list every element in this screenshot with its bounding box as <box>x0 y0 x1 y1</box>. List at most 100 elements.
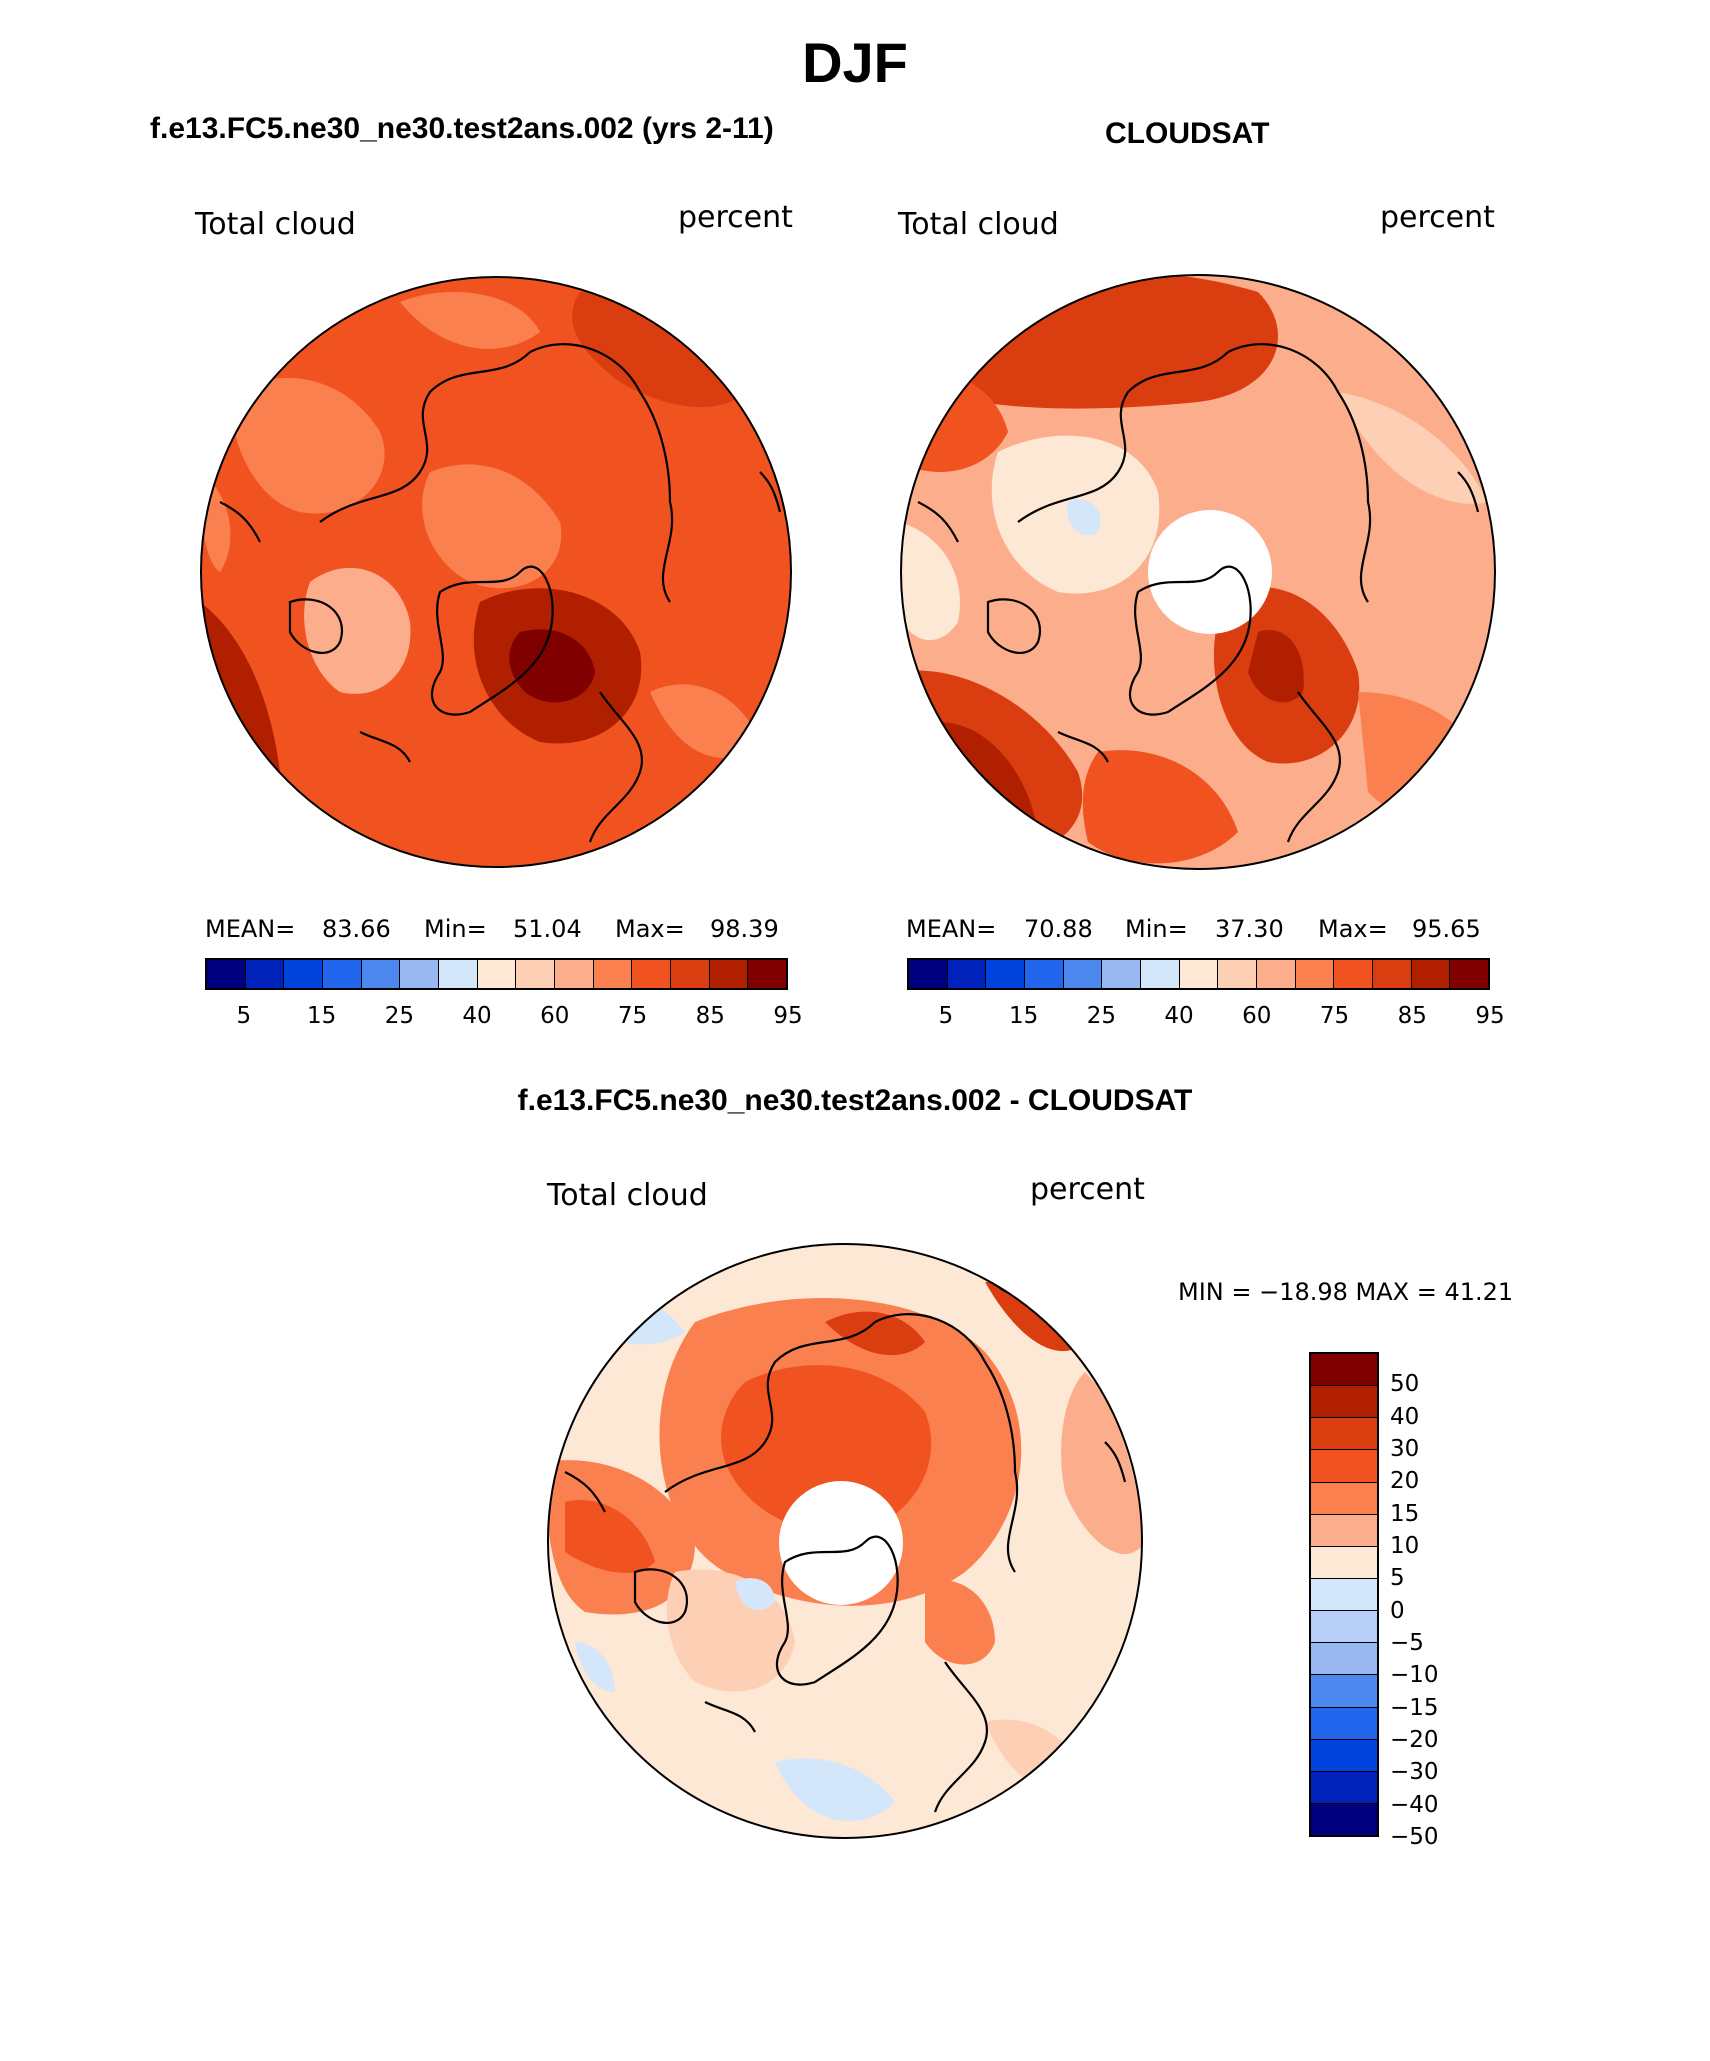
panel-model-colorbar-tick-label: 15 <box>306 1003 337 1029</box>
diff-panel-min-max: MIN = −18.98 MAX = 41.21 <box>1178 1278 1514 1306</box>
diff-panel-title: f.e13.FC5.ne30_ne30.test2ans.002 - CLOUD… <box>517 1084 1193 1117</box>
panel-model-colorbar-cell <box>477 960 517 988</box>
panel-model-colorbar-cell <box>439 960 478 988</box>
diff-panel-colorbar-cell <box>1311 1546 1377 1579</box>
panel-obs-colorbar-cell <box>1102 960 1142 988</box>
panel-obs-colorbar-cell <box>986 960 1026 988</box>
diff-panel-colorbar-tick-label: −10 <box>1390 1662 1439 1689</box>
panel-model-max-label: Max= <box>615 915 685 943</box>
diff-panel-colorbar-cell <box>1311 1611 1377 1644</box>
panel-model-colorbar-cell <box>516 960 556 988</box>
diff-panel-colorbar-cell <box>1311 1482 1377 1515</box>
panel-obs-units-label: percent <box>1380 200 1495 235</box>
panel-model-variable-label: Total cloud <box>195 207 356 242</box>
panel-model-colorbar-cell <box>593 960 633 988</box>
panel-obs-colorbar-cell <box>1025 960 1064 988</box>
diff-panel-colorbar-cell <box>1311 1354 1377 1387</box>
diff-panel-colorbar-cell <box>1311 1707 1377 1740</box>
panel-model-min-label: Min= <box>424 915 487 943</box>
diff-panel-colorbar-tick-label: 20 <box>1390 1468 1420 1495</box>
panel-model-mean-value: 83.66 <box>322 915 391 943</box>
panel-obs-colorbar-tick-label: 75 <box>1319 1003 1350 1029</box>
diff-panel-colorbar-tick-label: −50 <box>1390 1824 1439 1850</box>
panel-obs-polar-map <box>900 274 1496 870</box>
panel-model-units-label: percent <box>678 200 793 235</box>
panel-obs-colorbar-cell <box>909 960 948 988</box>
panel-obs-colorbar <box>907 958 1490 990</box>
diff-panel-colorbar-tick-label: 40 <box>1390 1403 1420 1430</box>
diff-panel-colorbar-cell <box>1311 1739 1377 1772</box>
panel-model-colorbar-cell <box>207 960 246 988</box>
panel-model-colorbar-cell <box>748 960 787 988</box>
panel-model-colorbar-tick-label: 60 <box>540 1003 570 1029</box>
panel-obs-colorbar-tick-label: 5 <box>938 1003 954 1029</box>
panel-model-colorbar-cell <box>555 960 594 988</box>
panel-obs-colorbar-cell <box>1141 960 1180 988</box>
diff-panel-variable-label: Total cloud <box>547 1178 708 1213</box>
diff-panel-colorbar-tick-label: 10 <box>1390 1533 1420 1559</box>
panel-obs-max-label: Max= <box>1318 915 1388 943</box>
panel-obs-colorbar-cell <box>1295 960 1335 988</box>
panel-obs-mean-value: 70.88 <box>1024 915 1093 943</box>
panel-obs-colorbar-cell <box>1450 960 1489 988</box>
diff-panel-colorbar-tick-label: −5 <box>1390 1630 1424 1656</box>
diff-panel-colorbar-cell <box>1311 1771 1377 1804</box>
panel-model-colorbar-tick-label: 40 <box>462 1003 492 1029</box>
diff-panel-colorbar-cell <box>1311 1418 1377 1451</box>
panel-model-colorbar-tick-label: 25 <box>384 1003 414 1029</box>
diff-panel-polar-map <box>547 1243 1143 1839</box>
panel-model-colorbar-cell <box>709 960 749 988</box>
diff-panel-colorbar-tick-label: 30 <box>1390 1436 1420 1462</box>
panel-model-min-value: 51.04 <box>513 915 582 943</box>
diff-panel-colorbar-tick-label: −20 <box>1390 1727 1439 1753</box>
panel-obs-title: CLOUDSAT <box>1105 117 1270 150</box>
panel-obs-colorbar-cell <box>1063 960 1103 988</box>
diff-panel-colorbar-cell <box>1311 1578 1377 1612</box>
panel-obs-colorbar-cell <box>1218 960 1258 988</box>
main-title: DJF <box>802 31 908 94</box>
diff-panel-colorbar-tick-label: −15 <box>1390 1694 1439 1721</box>
panel-obs-colorbar-tick-label: 15 <box>1008 1003 1039 1029</box>
diff-panel-colorbar-tick-label: 50 <box>1390 1371 1420 1398</box>
panel-model-max-value: 98.39 <box>710 915 779 943</box>
diff-panel-units-label: percent <box>1030 1172 1145 1207</box>
panel-model-colorbar-cell <box>284 960 324 988</box>
diff-panel-colorbar-cell <box>1311 1675 1377 1708</box>
panel-obs-colorbar-cell <box>1257 960 1296 988</box>
panel-obs-variable-label: Total cloud <box>898 207 1059 242</box>
diff-panel-colorbar-tick-label: 15 <box>1390 1500 1420 1527</box>
diff-panel-colorbar-cell <box>1311 1643 1377 1676</box>
panel-obs-colorbar-cell <box>1373 960 1412 988</box>
panel-obs-max-value: 95.65 <box>1412 915 1481 943</box>
panel-model-colorbar-cell <box>671 960 710 988</box>
panel-obs-min-value: 37.30 <box>1215 915 1284 943</box>
panel-obs-colorbar-cell <box>947 960 987 988</box>
panel-model-title: f.e13.FC5.ne30_ne30.test2ans.002 (yrs 2-… <box>150 112 774 145</box>
panel-model-colorbar-cell <box>632 960 672 988</box>
panel-model-colorbar-cell <box>400 960 440 988</box>
panel-model-colorbar-tick-label: 95 <box>773 1003 803 1029</box>
panel-model-colorbar <box>205 958 788 990</box>
panel-obs-mean-label: MEAN= <box>906 915 997 943</box>
panel-model-colorbar-tick-label: 85 <box>695 1003 725 1029</box>
diff-panel-colorbar-cell <box>1311 1386 1377 1419</box>
diff-panel-colorbar-tick-label: 5 <box>1390 1565 1405 1592</box>
panel-obs-colorbar-cell <box>1411 960 1451 988</box>
diff-panel-colorbar-tick-label: −40 <box>1390 1791 1439 1818</box>
diff-panel-colorbar-cell <box>1311 1514 1377 1547</box>
panel-model-polar-map <box>200 276 792 868</box>
panel-obs-colorbar-tick-label: 40 <box>1164 1003 1194 1029</box>
diff-panel-colorbar <box>1309 1352 1379 1837</box>
panel-model-colorbar-cell <box>323 960 362 988</box>
panel-model-colorbar-tick-label: 75 <box>617 1003 648 1029</box>
panel-obs-colorbar-tick-label: 60 <box>1242 1003 1272 1029</box>
diff-panel-colorbar-cell <box>1311 1450 1377 1483</box>
panel-model-mean-label: MEAN= <box>205 915 296 943</box>
panel-model-colorbar-tick-label: 5 <box>236 1003 252 1029</box>
panel-obs-colorbar-tick-label: 25 <box>1086 1003 1116 1029</box>
panel-obs-colorbar-cell <box>1179 960 1219 988</box>
diff-panel-colorbar-cell <box>1311 1803 1377 1836</box>
panel-obs-colorbar-tick-label: 85 <box>1397 1003 1427 1029</box>
diff-panel-colorbar-tick-label: 0 <box>1390 1597 1405 1624</box>
panel-obs-colorbar-cell <box>1334 960 1374 988</box>
